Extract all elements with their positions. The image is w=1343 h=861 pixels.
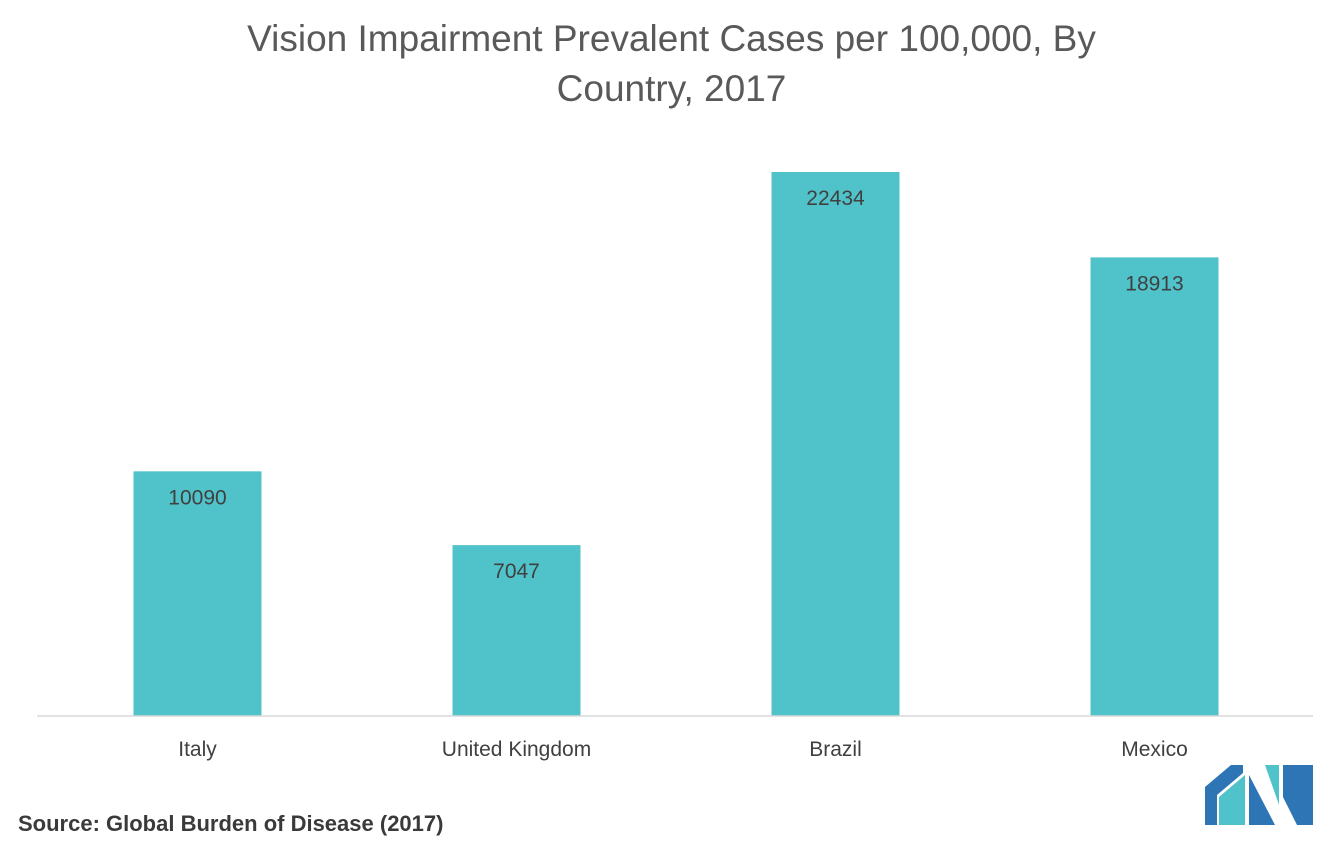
x-tick-label: Mexico (1121, 738, 1188, 761)
chart-title-line-1: Vision Impairment Prevalent Cases per 10… (247, 18, 1096, 59)
bar-group: 10090 Italy 7047 United Kingdom 22434 Brazil 1… (133, 172, 1219, 761)
data-label: 18913 (1125, 272, 1183, 295)
bar-italy (133, 471, 262, 716)
company-logo-icon (1205, 765, 1313, 825)
data-label: 7047 (493, 560, 540, 583)
chart-title-line-2: Country, 2017 (556, 68, 787, 109)
x-tick-label: Brazil (809, 738, 862, 761)
data-label: 22434 (806, 187, 865, 210)
chart-title: Vision Impairment Prevalent Cases per 10… (0, 14, 1343, 114)
x-tick-label: Italy (178, 738, 217, 761)
x-tick-label: United Kingdom (442, 738, 591, 761)
source-note: Source: Global Burden of Disease (2017) (18, 811, 444, 836)
data-label: 10090 (168, 486, 226, 509)
bar-brazil (771, 172, 900, 716)
bar-united-kingdom (452, 545, 581, 716)
bar-mexico (1090, 257, 1219, 716)
